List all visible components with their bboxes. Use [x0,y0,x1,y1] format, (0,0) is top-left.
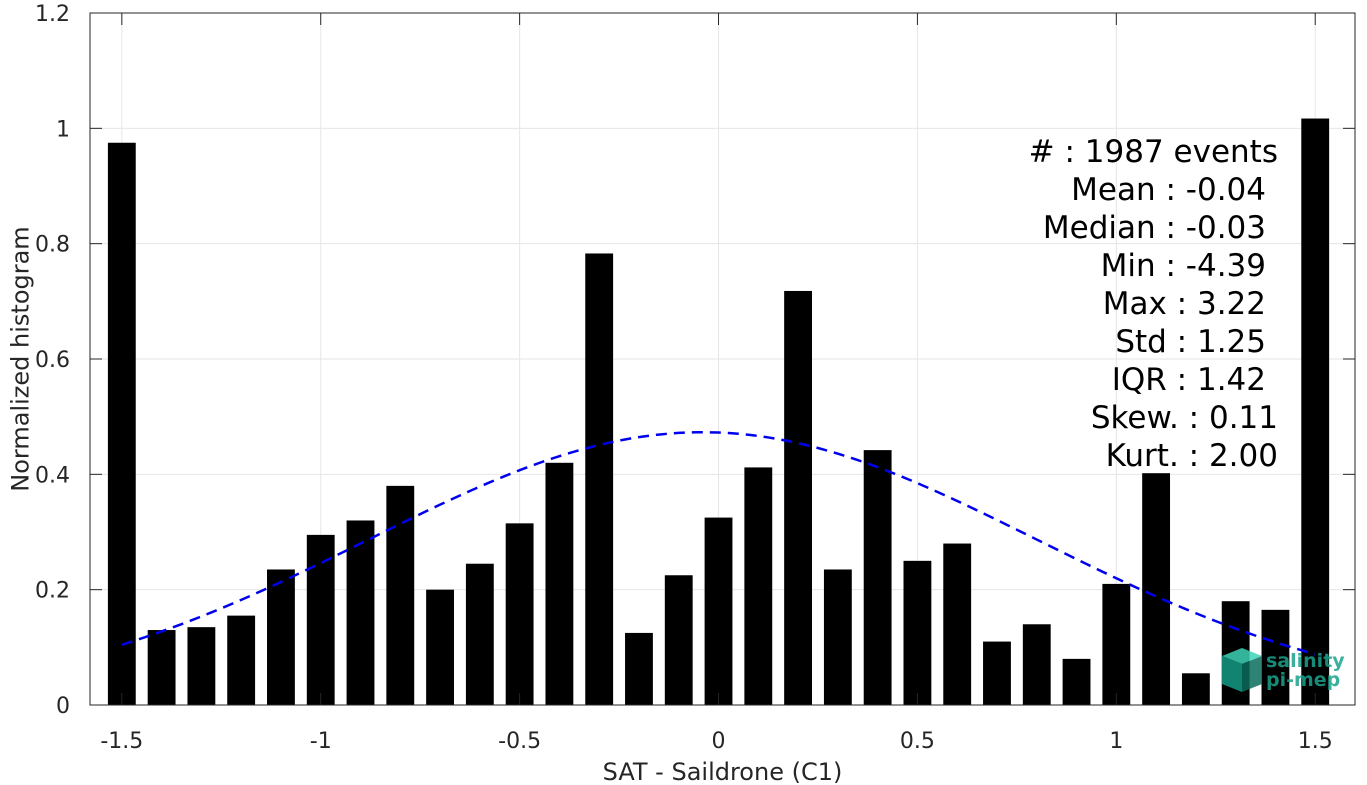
stats-std: Std : 1.25 [1115,324,1266,360]
histogram-bar [664,575,693,705]
histogram-bar [306,534,335,705]
y-tick-label: 0.6 [35,348,70,373]
x-tick-label: -1 [310,729,332,754]
stats-annotation: # : 1987 events Mean : -0.04 Median : -0… [1029,134,1278,474]
y-tick-label: 0.4 [35,463,70,488]
stats-median: Median : -0.03 [1043,210,1266,246]
histogram-bar [1142,473,1171,705]
y-axis-ticks: 0 0.2 0.4 0.6 0.8 1 1.2 [35,2,1355,719]
y-tick-label: 1 [56,117,70,142]
stats-skew: Skew. : 0.11 [1091,400,1278,436]
bars [107,118,1330,705]
histogram-bar [784,290,813,705]
histogram-bar [1181,673,1210,705]
stats-mean: Mean : -0.04 [1071,172,1266,208]
histogram-bar [863,450,892,705]
x-tick-label: -0.5 [498,729,541,754]
histogram-bar [585,253,614,705]
histogram-bar [386,485,415,705]
histogram-bar [983,641,1011,705]
histogram-bar [267,569,295,705]
histogram-bar [903,560,932,705]
histogram-bar [187,627,216,705]
salinity-pi-mep-logo: salinity pi-mep [1222,648,1345,692]
histogram-bar [147,630,176,705]
histogram-bar [704,517,733,705]
cube-icon [1222,648,1262,692]
histogram-bar [1102,583,1131,705]
x-axis-label: SAT - Saildrone (C1) [603,758,843,785]
stats-min: Min : -4.39 [1101,248,1266,284]
stats-count: # : 1987 events [1029,134,1278,170]
y-tick-label: 0 [56,694,70,719]
x-tick-label: 0 [712,729,726,754]
stats-max: Max : 3.22 [1103,286,1266,322]
histogram-bar [823,569,852,705]
logo-text-pi-mep: pi-mep [1266,669,1340,691]
x-tick-label: 0.5 [900,729,935,754]
histogram-bar [1261,609,1290,705]
histogram-bar [346,520,375,705]
y-axis-label: Normalized histogram [6,226,34,491]
logo-text-salinity: salinity [1266,650,1345,672]
histogram-bar [625,632,653,705]
histogram-bar [1301,118,1330,705]
stats-iqr: IQR : 1.42 [1112,362,1266,398]
histogram-bar [545,462,574,705]
normal-fit-curve [121,431,1316,656]
histogram-bar [744,467,773,705]
y-tick-label: 1.2 [35,2,70,27]
histogram-bar [943,543,972,705]
x-tick-label: -1.5 [100,729,143,754]
histogram-bar [465,563,494,705]
y-tick-label: 0.2 [35,579,70,604]
y-tick-label: 0.8 [35,233,70,258]
histogram-bar [505,523,534,705]
x-tick-label: 1.5 [1298,729,1333,754]
histogram-bar [1062,658,1091,705]
histogram-bar [1022,624,1051,705]
histogram-bar [426,589,454,705]
histogram-bar [107,142,136,705]
x-tick-label: 1 [1109,729,1123,754]
histogram-bar [227,615,256,705]
stats-kurt: Kurt. : 2.00 [1106,438,1278,474]
x-axis-ticks: -1.5 -1 -0.5 0 0.5 1 1.5 [100,13,1333,754]
